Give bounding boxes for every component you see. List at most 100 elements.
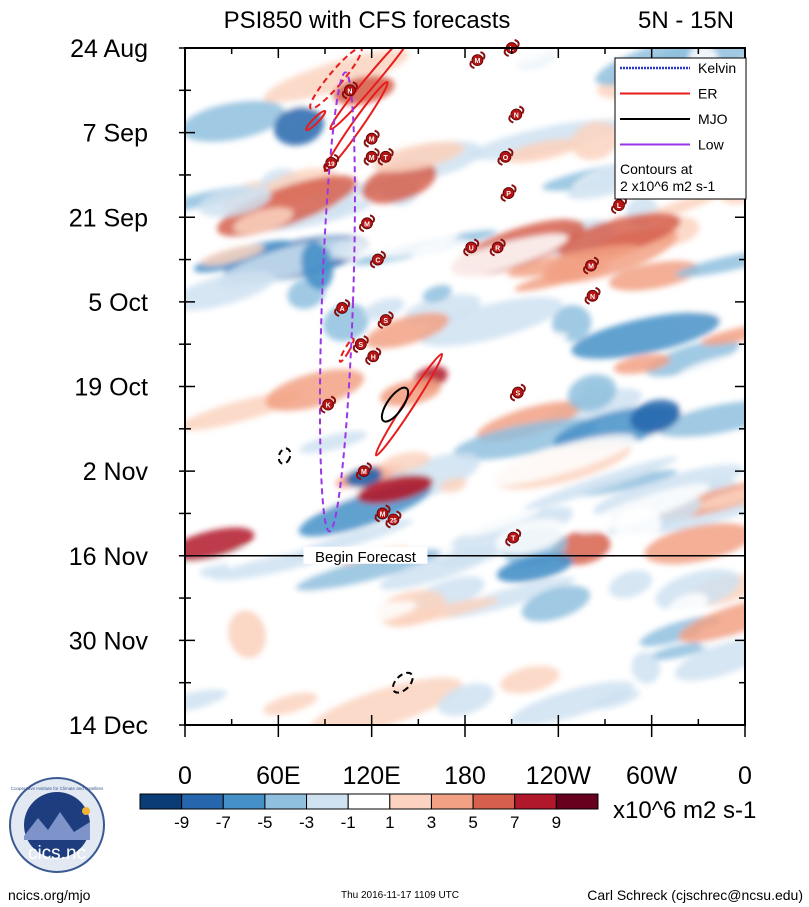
contour-mjo [391, 671, 414, 694]
anomaly-blob [261, 601, 418, 641]
anomaly-blob [185, 689, 227, 715]
storm-arm [469, 51, 486, 70]
anomaly-feature [301, 241, 334, 290]
colorbar-label: -3 [299, 813, 314, 832]
anomaly-blob [507, 244, 640, 277]
anomaly-blob [309, 677, 463, 725]
storm-icon [502, 187, 515, 199]
colorbar-unit: x10^6 m2 s-1 [613, 797, 756, 824]
storm-label: C [375, 258, 380, 265]
anomaly-blob [510, 681, 634, 725]
x-tick-label: 120E [342, 762, 400, 790]
anomaly-blob [571, 312, 721, 359]
contour-er [338, 337, 355, 363]
anomaly-blob [263, 692, 318, 716]
anomaly-blob [273, 106, 324, 146]
storm-marker: N [341, 81, 358, 100]
storm-arm [377, 311, 394, 329]
anomaly-feature [228, 610, 267, 659]
colorbar-swatch [430, 793, 474, 810]
anomaly-blob [419, 296, 564, 347]
y-tick-label: 16 Nov [69, 543, 149, 571]
anomaly-blob [478, 434, 636, 487]
storm-icon [343, 84, 356, 97]
storm-marker: K [320, 395, 337, 414]
storm-arm [363, 129, 380, 148]
anomaly-blob [263, 49, 409, 103]
storm-marker: T [377, 147, 394, 166]
storm-icon [507, 531, 520, 544]
y-tick-label: 19 Oct [74, 374, 148, 402]
storm-marker: S [352, 335, 369, 354]
anomaly-blob [198, 185, 272, 217]
anomaly-blob [608, 570, 653, 599]
storm-label: 25 [390, 518, 397, 524]
storm-arm [323, 153, 340, 172]
anomaly-blob [185, 48, 274, 67]
anomaly-blob [646, 339, 740, 377]
colorbar-swatch [181, 793, 224, 810]
anomaly-blob [613, 354, 671, 375]
legend-title: Contours at 2 x10^6 m2 s-1 [620, 161, 715, 194]
storm-icon [367, 350, 380, 363]
anomaly-blob [185, 490, 235, 510]
anomaly-blob [674, 638, 745, 681]
storm-icon [365, 150, 378, 163]
colorbar-label: -7 [216, 813, 231, 832]
anomaly-blob [381, 451, 431, 472]
anomaly-feature [372, 141, 465, 173]
storm-marker: N [508, 105, 525, 124]
anomaly-feature [345, 466, 383, 488]
storm-label: N [590, 294, 595, 301]
colorbar-swatch [264, 793, 308, 810]
storm-arm [363, 147, 380, 166]
anomaly-blob [521, 585, 591, 622]
y-tick-label: 30 Nov [69, 627, 149, 655]
anomaly-blob [410, 239, 473, 266]
anomaly-feature [504, 138, 581, 163]
colorbar-swatch [514, 793, 557, 810]
y-tick-label: 5 Oct [88, 289, 148, 317]
anomaly-blob [185, 527, 255, 562]
colorbar-swatch [347, 793, 391, 810]
anomaly-blob [657, 400, 745, 438]
storm-icon [387, 513, 400, 526]
y-tick-label: 24 Aug [70, 35, 148, 63]
anomaly-blob [608, 260, 700, 291]
contour-er [329, 48, 418, 131]
anomaly-blob [577, 483, 710, 534]
anomaly-blob [558, 212, 681, 259]
storm-arm [320, 395, 337, 414]
storm-icon [361, 217, 373, 230]
storm-icon [325, 156, 338, 169]
anomaly-blob [567, 374, 617, 412]
anomaly-feature [356, 474, 434, 504]
legend-label-kelvin: Kelvin [698, 60, 736, 76]
anomaly-blob [630, 399, 681, 433]
colorbar-swatch [139, 793, 183, 810]
storm-arm [500, 184, 517, 203]
anomaly-blob [495, 519, 567, 554]
storm-marker: N [584, 286, 601, 305]
anomaly-blob [678, 597, 745, 643]
anomaly-blob [185, 546, 257, 571]
storm-marker: A [334, 298, 351, 317]
storm-label: N [347, 88, 352, 95]
storm-icon [379, 314, 392, 326]
storm-marker: M [469, 51, 486, 70]
storm-icon [491, 241, 504, 254]
anomaly-blob [514, 263, 610, 292]
storm-arm [463, 238, 480, 257]
storm-arm [334, 298, 351, 317]
storm-label: M [361, 469, 367, 476]
storm-arm [583, 256, 599, 275]
anomaly-blob [674, 351, 745, 391]
storm-label: S [358, 342, 363, 349]
legend-label-low: Low [698, 137, 725, 153]
contour-er [323, 80, 389, 173]
storm-arm [505, 528, 522, 547]
storm-marker: 19 [323, 153, 340, 172]
anomaly-blob [464, 507, 540, 537]
contour-er [305, 109, 327, 132]
storm-arm [369, 250, 386, 269]
